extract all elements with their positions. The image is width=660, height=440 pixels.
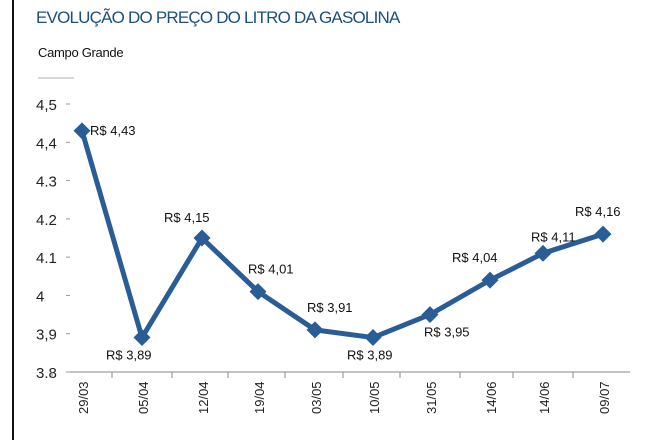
data-label: R$ 3,89 (347, 348, 393, 363)
data-label: R$ 3,89 (106, 348, 152, 363)
x-tick-label: 14/06 (537, 381, 552, 414)
chart-subtitle: Campo Grande (38, 45, 124, 60)
data-label: R$ 4,11 (531, 229, 576, 244)
x-tick-label: 05/04 (136, 381, 151, 414)
x-tick-label: 03/05 (309, 381, 324, 414)
data-label: R$ 3,91 (307, 300, 353, 315)
data-point-marker (421, 306, 439, 324)
data-point-marker (73, 122, 91, 140)
chart-title: EVOLUÇÃO DO PREÇO DO LITRO DA GASOLINA (36, 8, 400, 27)
data-label: R$ 3,95 (424, 325, 470, 340)
x-tick-label: 09/07 (597, 381, 612, 414)
data-label: R$ 4,04 (452, 250, 498, 265)
y-tick-label: 4,4 (36, 135, 57, 152)
series-line (79, 130, 604, 341)
x-tick-label: 10/05 (367, 381, 382, 414)
y-tick-label: 4.1 (36, 250, 57, 267)
y-tick-label: 3,9 (36, 327, 57, 344)
data-point-marker (481, 271, 499, 289)
data-point-marker (133, 329, 151, 347)
x-tick-label: 29/03 (76, 381, 91, 414)
data-point-marker (364, 329, 382, 347)
data-point-marker (306, 321, 324, 339)
x-tick-label: 14/06 (484, 381, 499, 414)
data-label: R$ 4,01 (248, 262, 294, 277)
chart-frame (12, 0, 660, 440)
x-tick-label: 12/04 (196, 381, 211, 414)
y-tick-label: 4 (36, 288, 44, 305)
y-tick-label: 4.2 (36, 212, 57, 229)
data-point-marker (249, 283, 267, 301)
data-point-marker (534, 244, 552, 262)
data-point-marker (594, 225, 612, 243)
data-label: R$ 4,43 (90, 123, 136, 138)
x-tick-label: 19/04 (252, 381, 267, 414)
y-tick-label: 3.8 (36, 365, 57, 382)
y-tick-label: 4,5 (36, 97, 57, 114)
data-label: R$ 4,15 (164, 210, 210, 225)
data-point-marker (193, 229, 211, 247)
data-label: R$ 4,16 (575, 204, 621, 219)
x-tick-label: 31/05 (424, 381, 439, 414)
y-tick-label: 4.3 (36, 174, 57, 191)
